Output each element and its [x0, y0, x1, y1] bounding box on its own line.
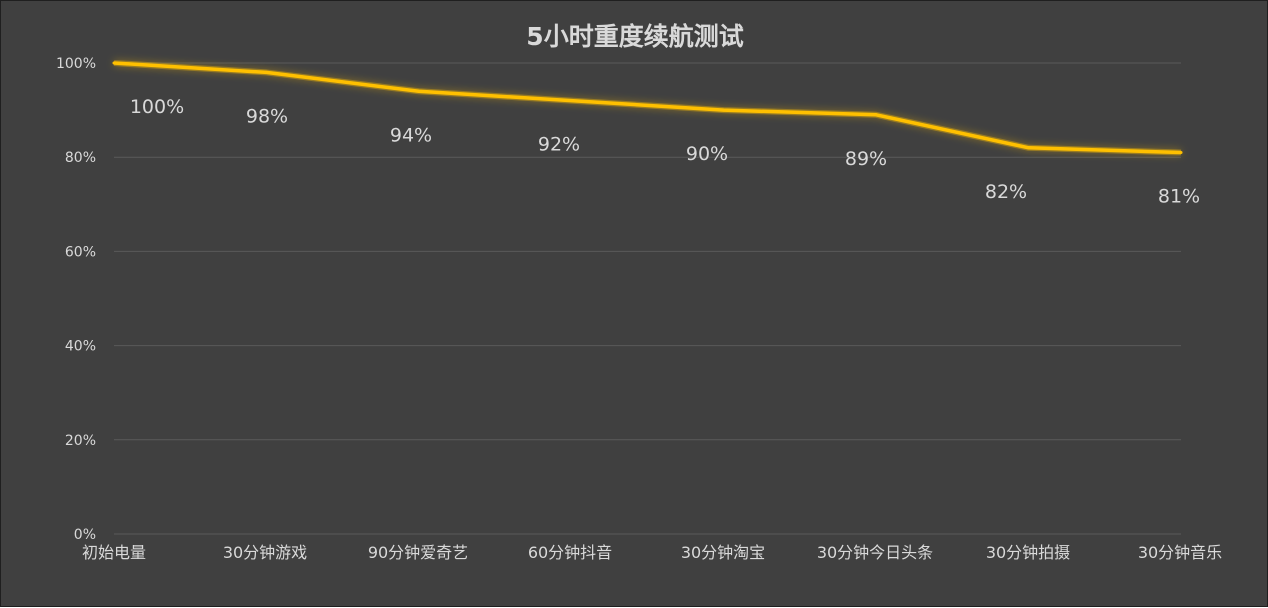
data-point	[722, 108, 726, 112]
data-label: 89%	[845, 148, 887, 170]
x-tick-label: 30分钟今日头条	[817, 543, 933, 562]
y-tick-label: 100%	[56, 56, 96, 72]
data-label: 90%	[686, 143, 728, 165]
y-tick-label: 20%	[65, 433, 96, 449]
data-point	[874, 113, 878, 117]
series-lines	[112, 60, 1183, 156]
y-tick-label: 40%	[65, 339, 96, 355]
data-point	[569, 99, 573, 103]
data-point	[112, 61, 116, 65]
data-point	[264, 70, 268, 74]
x-tick-label: 30分钟拍摄	[986, 543, 1070, 562]
series-line	[113, 61, 1182, 155]
y-tick-label: 0%	[74, 527, 96, 543]
data-label: 100%	[130, 96, 184, 118]
data-label: 92%	[538, 134, 580, 156]
x-axis-ticks: 初始电量 30分钟游戏 90分钟爱奇艺 60分钟抖音 30分钟淘宝 30分钟今日头条 30分…	[82, 543, 1222, 562]
x-tick-label: 30分钟音乐	[1138, 543, 1222, 562]
data-point	[417, 89, 421, 93]
data-label: 98%	[246, 105, 288, 127]
y-tick-label: 80%	[65, 150, 96, 166]
data-point	[1179, 150, 1183, 154]
chart-title: 5小时重度续航测试	[526, 22, 743, 51]
data-labels: 100% 98% 94% 92% 90% 89% 82% 81%	[130, 96, 1200, 207]
x-tick-label: 初始电量	[82, 543, 146, 562]
x-tick-label: 90分钟爱奇艺	[368, 543, 468, 562]
y-tick-label: 60%	[65, 244, 96, 260]
gridlines	[114, 62, 1181, 535]
data-point	[1027, 146, 1031, 150]
data-label: 81%	[1158, 185, 1200, 207]
y-axis-ticks: 0% 20% 40% 60% 80% 100%	[56, 56, 96, 543]
data-label: 94%	[390, 124, 432, 146]
x-tick-label: 60分钟抖音	[528, 543, 612, 562]
x-tick-label: 30分钟游戏	[223, 543, 307, 562]
data-label: 82%	[985, 181, 1027, 203]
x-tick-label: 30分钟淘宝	[681, 543, 765, 562]
